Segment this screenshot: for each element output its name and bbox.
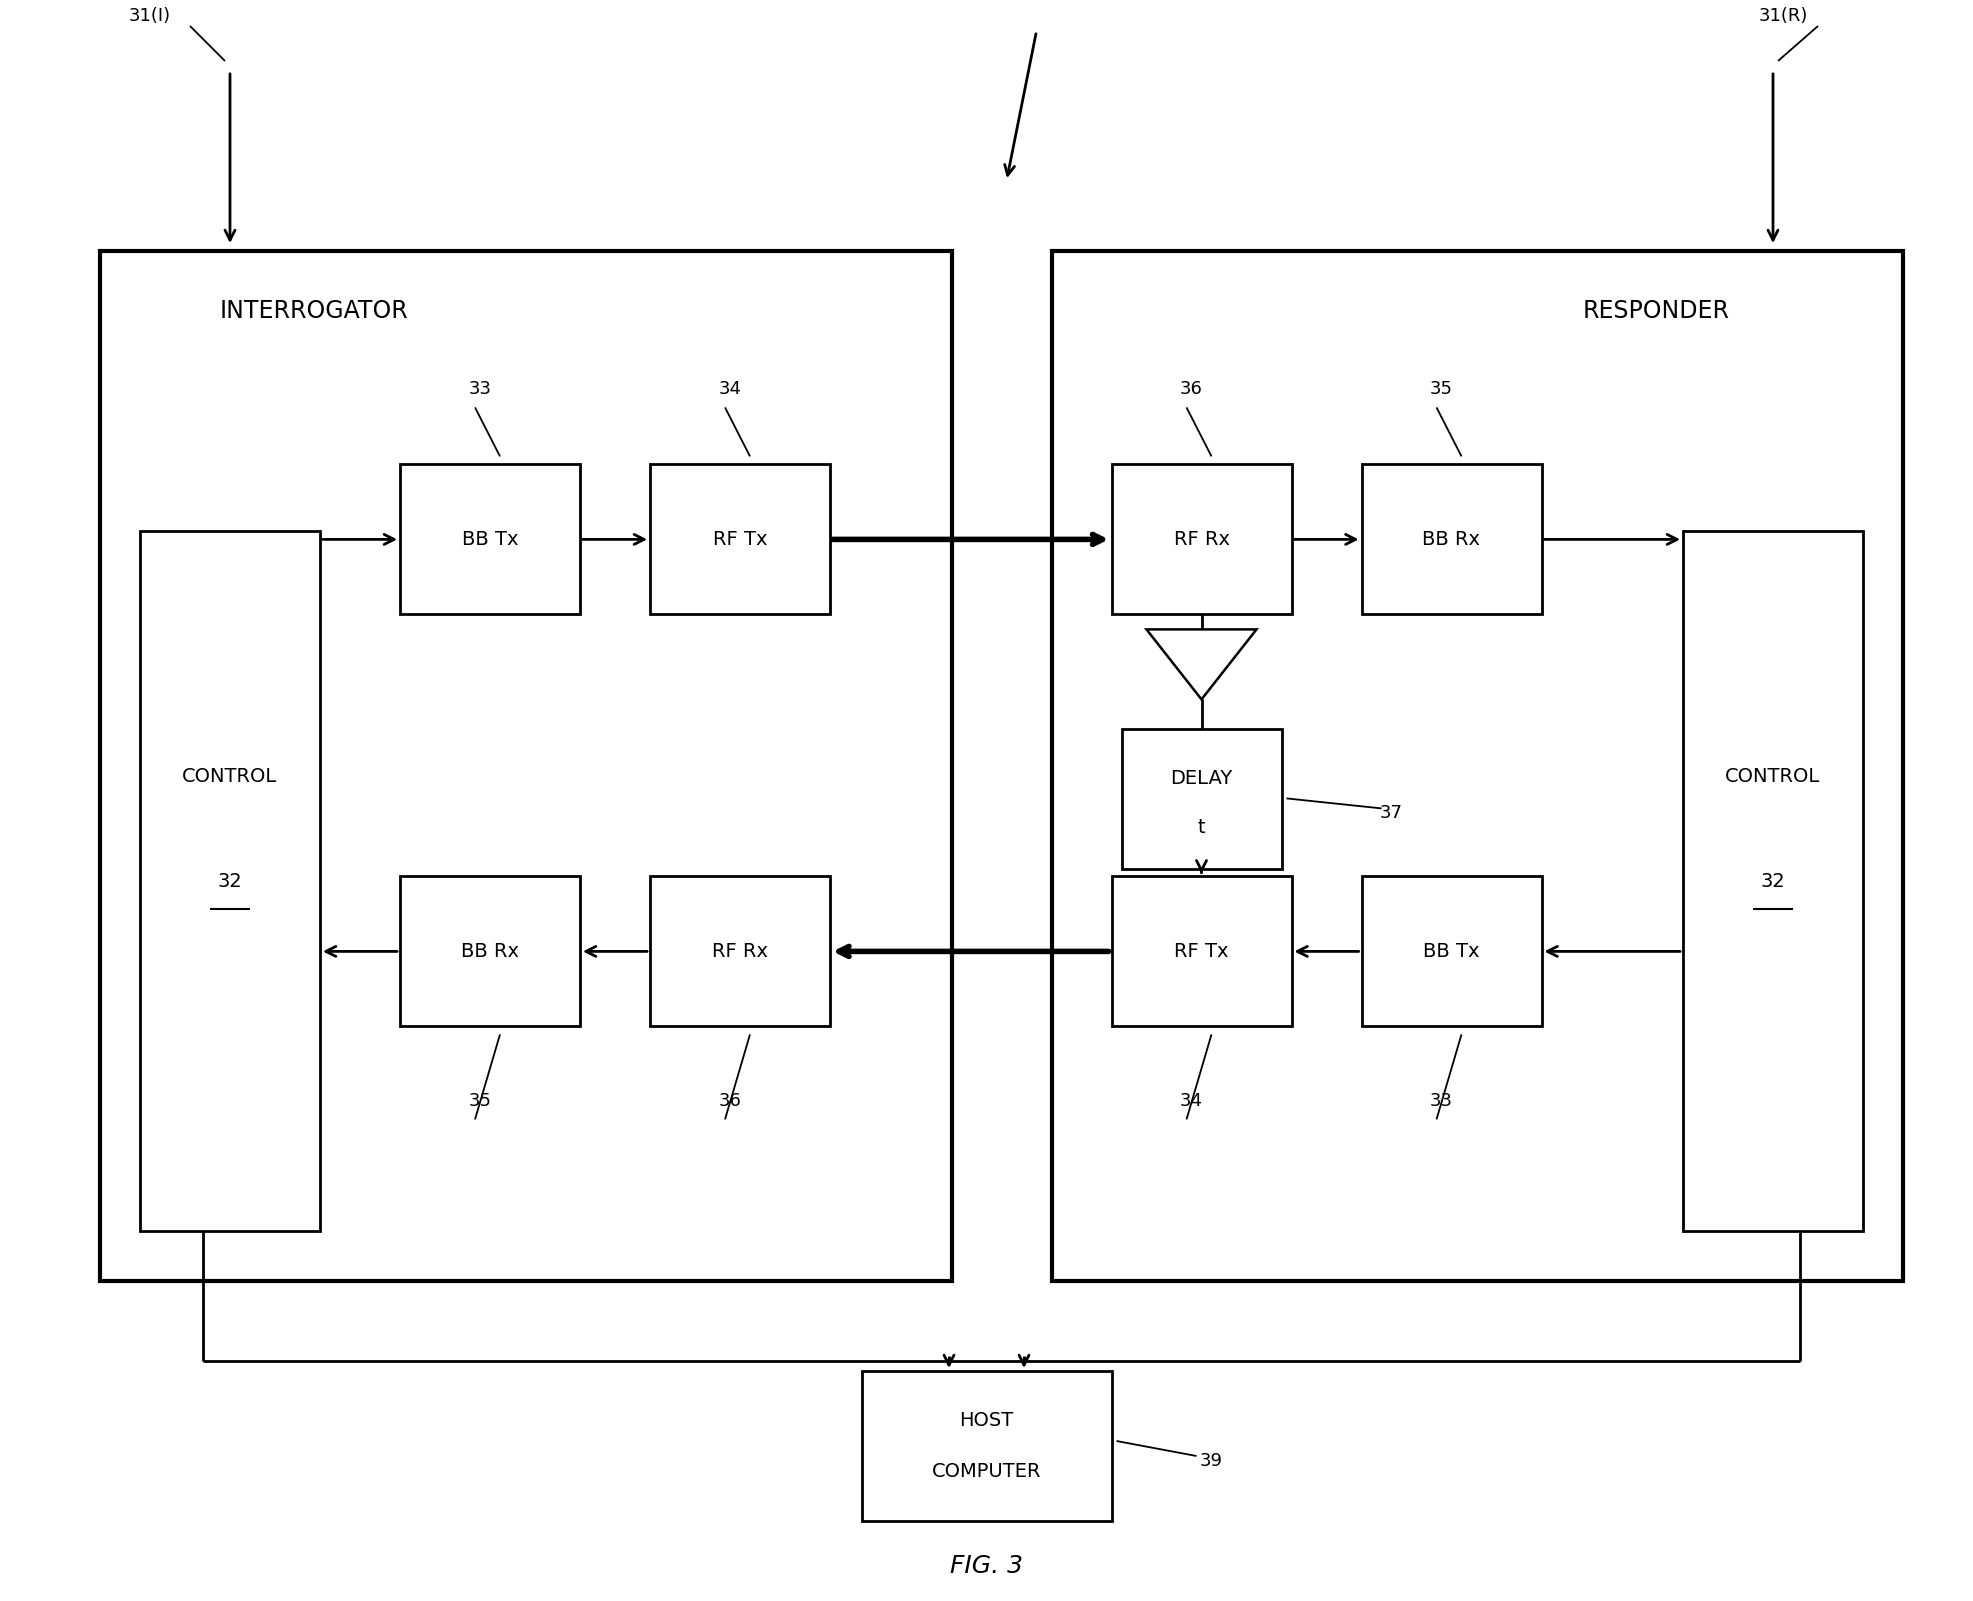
Text: 33: 33 — [468, 381, 491, 399]
Bar — [401, 876, 580, 1026]
Text: CONTROL: CONTROL — [182, 767, 278, 786]
Text: RF Rx: RF Rx — [1174, 530, 1229, 549]
Text: RF Tx: RF Tx — [1174, 941, 1229, 961]
Text: 32: 32 — [1760, 871, 1786, 890]
Bar — [649, 464, 831, 615]
Text: 31(R): 31(R) — [1758, 6, 1807, 26]
Bar — [1683, 532, 1863, 1231]
Bar — [140, 532, 320, 1231]
Text: 36: 36 — [1180, 381, 1204, 399]
Text: FIG. 3: FIG. 3 — [951, 1555, 1022, 1579]
Bar — [1361, 464, 1541, 615]
Bar — [1121, 730, 1282, 869]
Text: BB Rx: BB Rx — [1423, 530, 1480, 549]
Text: HOST: HOST — [959, 1410, 1014, 1430]
Text: 39: 39 — [1200, 1452, 1223, 1470]
Text: RESPONDER: RESPONDER — [1582, 299, 1730, 323]
Bar — [1052, 251, 1904, 1281]
Text: INTERROGATOR: INTERROGATOR — [221, 299, 408, 323]
Text: 37: 37 — [1379, 804, 1403, 823]
Text: 33: 33 — [1430, 1092, 1452, 1111]
Text: BB Tx: BB Tx — [462, 530, 519, 549]
Text: BB Rx: BB Rx — [462, 941, 519, 961]
Text: 34: 34 — [718, 381, 742, 399]
Bar — [1111, 876, 1292, 1026]
Text: 31(I): 31(I) — [128, 6, 172, 26]
Text: DELAY: DELAY — [1170, 768, 1233, 788]
Bar — [401, 464, 580, 615]
Text: RF Tx: RF Tx — [712, 530, 767, 549]
Text: CONTROL: CONTROL — [1724, 767, 1821, 786]
Text: BB Tx: BB Tx — [1423, 941, 1480, 961]
Bar — [1111, 464, 1292, 615]
Text: 35: 35 — [468, 1092, 491, 1111]
Text: 32: 32 — [217, 871, 243, 890]
Text: t: t — [1198, 818, 1206, 837]
Text: 34: 34 — [1180, 1092, 1204, 1111]
Bar — [1361, 876, 1541, 1026]
Bar — [101, 251, 951, 1281]
Text: 36: 36 — [718, 1092, 742, 1111]
Text: 35: 35 — [1430, 381, 1452, 399]
Text: RF Rx: RF Rx — [712, 941, 767, 961]
Bar — [649, 876, 831, 1026]
Text: COMPUTER: COMPUTER — [931, 1462, 1042, 1481]
Bar — [862, 1370, 1111, 1521]
